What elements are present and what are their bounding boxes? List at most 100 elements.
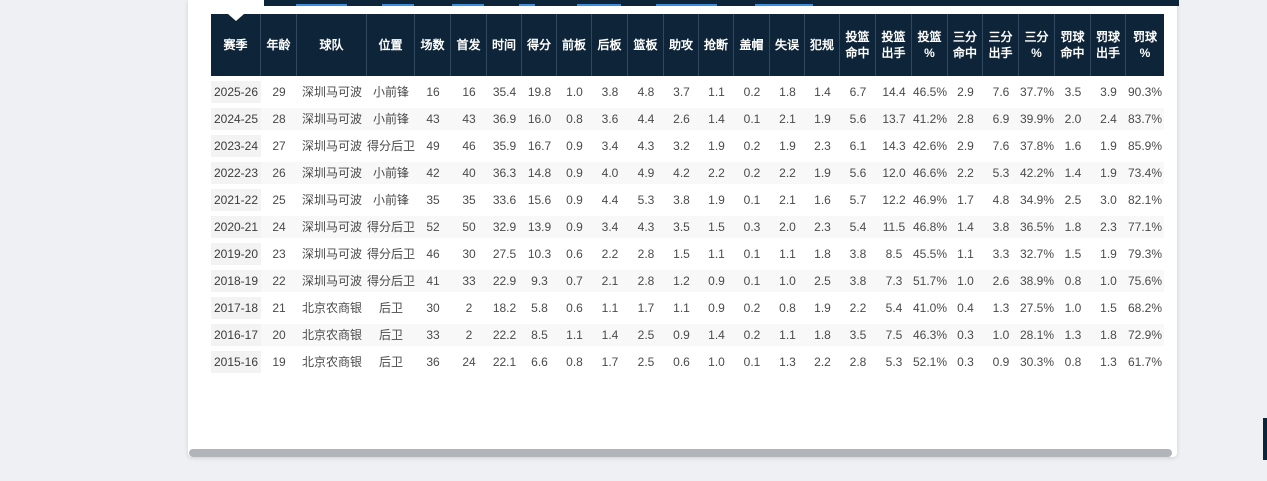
cell-pts: 14.8 [527,166,552,180]
cell-orb: 1.0 [566,85,583,99]
cell-pos: 小前锋 [372,193,409,207]
column-header-gs[interactable]: 首发 [451,14,487,76]
column-header-ftp[interactable]: 罚球 % [1132,30,1157,60]
cell-tpp: 42.2% [1019,166,1055,180]
column-header-reb[interactable]: 篮板 [628,14,664,76]
column-header-team[interactable]: 球队 [297,14,367,76]
cell-drb: 3.8 [601,85,619,99]
cell-age: 20 [272,328,286,342]
column-header-stl[interactable]: 抢断 [699,14,734,76]
column-header-tpm[interactable]: 三分 命中 [948,14,983,76]
cell-tpp: 28.1% [1019,328,1055,342]
column-header-age[interactable]: 年龄 [261,14,297,76]
table-row: 2015-16 19 北京农商银行 后卫 36 24 22.1 6.6 0.8 1.7 2.5 0.6… [211,351,1164,373]
nav-tab-underline[interactable] [452,4,484,6]
nav-tab-underline[interactable] [755,4,813,6]
column-header-blk[interactable]: 盖帽 [734,14,770,76]
table-row: 2016-17 20 北京农商银行 后卫 33 2 22.2 8.5 1.1 1.4 2.5 0.9 1… [211,324,1164,346]
cell-season: 2019-20 [211,243,261,265]
cell-gs: 24 [462,355,476,369]
top-nav-fragment[interactable] [264,0,1179,6]
cell-fgm: 5.6 [849,166,867,180]
cell-fga: 7.5 [885,328,903,342]
cell-season: 2021-22 [211,189,261,211]
cell-fga: 11.5 [882,220,906,234]
column-header-fta[interactable]: 罚球 出手 [1091,14,1126,76]
column-header-ftm[interactable]: 罚球 命中 [1055,14,1091,76]
column-header-tpa[interactable]: 三分 出手 [983,14,1019,76]
table-row: 2021-22 25 深圳马可波罗小前锋 35 35 33.6 15.6 0.9 4.4 5.3 3… [211,189,1164,211]
cell-stl: 1.5 [708,220,725,234]
column-header-fgm[interactable]: 投篮 命中 [840,14,876,76]
cell-fgp: 46.6% [912,166,948,180]
cell-fta: 1.9 [1100,247,1117,261]
nav-tab-underline[interactable] [296,4,347,6]
cell-blk: 0.1 [743,247,761,261]
cell-season: 2024-25 [211,108,261,130]
cell-tpa: 3.8 [992,220,1010,234]
cell-orb: 0.6 [566,247,583,261]
cell-blk: 0.1 [743,112,761,126]
cell-fta: 2.4 [1100,112,1117,126]
cell-gp: 30 [426,301,440,315]
column-header-fga[interactable]: 投篮 出手 [876,14,912,76]
column-header-pos[interactable]: 位置 [367,14,415,76]
cell-ftp: 90.3% [1127,85,1163,99]
cell-pts: 8.5 [531,328,548,342]
cell-fgp: 52.1% [912,355,948,369]
cell-ast: 3.7 [673,85,690,99]
cell-fgp: 41.2% [912,112,948,126]
column-header-pf[interactable]: 犯规 [805,14,840,76]
nav-tab-underline[interactable] [519,4,535,6]
column-header-orb[interactable]: 前板 [557,14,592,76]
cell-pts: 10.3 [527,247,552,261]
nav-tab-underline[interactable] [656,4,717,6]
column-header-fgp[interactable]: 投篮 % [912,14,948,76]
column-header-tov[interactable]: 失误 [770,14,805,76]
cell-ftm: 1.6 [1064,139,1082,153]
cell-min: 22.2 [492,328,517,342]
column-header-min[interactable]: 时间 [487,14,522,76]
cell-tpa: 1.3 [992,301,1010,315]
cell-ast: 0.6 [673,355,690,369]
column-header-pts[interactable]: 得分 [522,14,557,76]
column-header-ast[interactable]: 助攻 [664,14,699,76]
cell-team: 深圳马可波罗 [301,274,362,288]
cell-min: 35.9 [492,139,517,153]
column-header-gp[interactable]: 场数 [415,14,451,76]
cell-pts: 5.8 [531,301,548,315]
table-body: 2025-2629深圳马可波罗小前锋161635.419.81.03.84.83… [211,81,1164,373]
cell-team: 深圳马可波罗 [301,112,362,126]
cell-ast: 3.5 [673,220,690,234]
cell-team: 深圳马可波罗 [301,139,362,153]
cell-ast: 4.2 [673,166,690,180]
horizontal-scrollbar[interactable] [189,449,1172,457]
cell-tpp: 37.7% [1019,85,1055,99]
cell-ftp: 82.1% [1127,193,1163,207]
cell-ftm: 0.8 [1064,355,1082,369]
cell-team: 深圳马可波罗 [301,85,362,99]
cell-ftm: 1.8 [1064,220,1082,234]
cell-stl: 1.9 [708,139,725,153]
cell-ftm: 0.8 [1064,274,1082,288]
column-header-drb[interactable]: 后板 [592,14,628,76]
cell-pf: 2.5 [814,274,831,288]
cell-pf: 1.8 [814,247,831,261]
cell-tpa: 7.6 [992,85,1010,99]
cell-age: 27 [272,139,286,153]
nav-tab-underline[interactable] [382,4,414,6]
cell-age: 24 [272,220,286,234]
cell-min: 33.6 [492,193,517,207]
nav-tab-underline[interactable] [577,4,621,6]
cell-tpa: 5.3 [992,166,1010,180]
cell-stl: 1.0 [708,355,725,369]
season-stats-table: 赛季 年龄 球队 位置 场数 首发 时间 得分 前板 后板 篮板 助攻 抢断 盖帽 失误 犯规 投篮 命中 投篮 … [211,14,1164,378]
cell-fga: 14.4 [882,85,906,99]
cell-tpm: 0.3 [957,328,974,342]
cell-reb: 2.5 [637,328,655,342]
cell-blk: 0.1 [743,193,761,207]
cell-drb: 3.4 [601,139,619,153]
column-header-tpp[interactable]: 三分 % [1019,14,1055,76]
cell-season: 2025-26 [211,81,261,103]
column-header-season[interactable]: 赛季 [211,14,261,76]
